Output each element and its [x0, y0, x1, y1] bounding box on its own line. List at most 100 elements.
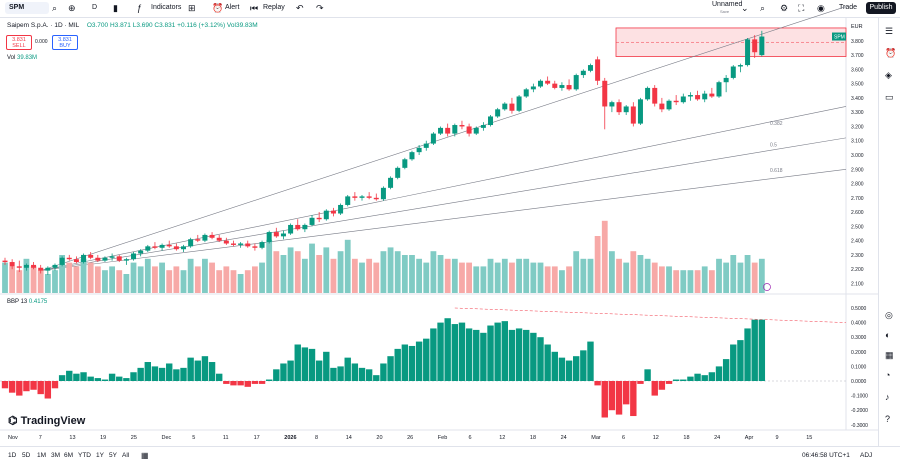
sell-button[interactable]: 3.831 SELL: [6, 35, 32, 50]
oscillator-bar: [708, 372, 716, 381]
date-range-icon[interactable]: ▦: [141, 451, 149, 460]
candle: [502, 103, 508, 110]
watchlist-icon[interactable]: ☰: [885, 26, 894, 36]
replay-button[interactable]: Replay: [263, 4, 285, 11]
candle: [102, 257, 108, 261]
volume-legend[interactable]: Vol 39.83M: [7, 55, 37, 61]
candle: [666, 100, 672, 110]
last-price-marker: [832, 32, 846, 41]
chat-icon[interactable]: ▭: [885, 92, 894, 102]
adjust-button[interactable]: ADJ: [860, 452, 873, 459]
trade-button[interactable]: Trade: [839, 4, 858, 11]
publish-button[interactable]: Publish: [866, 2, 896, 14]
volume-bar: [459, 262, 465, 293]
time-tick-label: 11: [223, 435, 229, 441]
volume-bar: [209, 262, 215, 293]
alerts-icon[interactable]: ⏰: [885, 48, 897, 58]
oscillator-bar: [423, 338, 430, 381]
oscillator-bar: [223, 381, 230, 384]
oscillator-bar: [451, 324, 459, 381]
candle: [495, 109, 501, 117]
range-1m[interactable]: 1M: [37, 452, 47, 459]
oscillator-bar: [251, 381, 259, 384]
target-icon[interactable]: ◎: [885, 310, 893, 320]
oscillator-legend[interactable]: BBP 13 0.4175: [7, 299, 47, 305]
price-tick-label: 3.700: [851, 53, 864, 59]
time-tick-label: 17: [254, 435, 260, 441]
oscillator-bar: [101, 379, 109, 381]
range-3m[interactable]: 3M: [51, 452, 61, 459]
ideas-icon[interactable]: ◐: [885, 330, 891, 340]
range-ytd[interactable]: YTD: [78, 452, 91, 459]
range-1y[interactable]: 1Y: [96, 452, 104, 459]
alert-button[interactable]: Alert: [225, 4, 240, 11]
symbol-search[interactable]: SPM: [5, 2, 49, 14]
volume-bar: [94, 266, 101, 293]
symbol-title[interactable]: Saipem S.p.A. · 1D · MIL: [7, 22, 80, 29]
oscillator-tick-label: 0.1000: [851, 364, 867, 370]
fullscreen-icon[interactable]: ⛶: [798, 3, 805, 13]
candle: [302, 224, 308, 230]
time-tick-label: 2026: [284, 435, 296, 441]
candle: [238, 243, 244, 245]
oscillator-bar: [180, 367, 187, 381]
add-symbol-icon[interactable]: ⊕: [68, 3, 76, 13]
undo-icon[interactable]: ↶: [296, 3, 304, 13]
time-tick-label: 6: [622, 435, 625, 441]
range-all[interactable]: All: [122, 452, 130, 459]
oscillator-bar: [116, 376, 123, 381]
oscillator-bar: [80, 372, 87, 381]
range-1d[interactable]: 1D: [8, 452, 17, 459]
layout-name[interactable]: Unnamed: [712, 1, 743, 8]
candle: [573, 75, 579, 90]
broadcast-icon[interactable]: ◔: [885, 370, 891, 380]
volume-bar: [687, 270, 694, 293]
range-5y[interactable]: 5Y: [109, 452, 117, 459]
clock-time[interactable]: 06:46:58 UTC+1: [802, 452, 850, 459]
calendar-icon[interactable]: ▦: [885, 350, 894, 360]
layout-grid-icon[interactable]: ⊞: [188, 3, 196, 13]
camera-icon[interactable]: ◉: [817, 3, 825, 13]
notifications-icon[interactable]: ♪: [885, 392, 890, 402]
range-5d[interactable]: 5D: [22, 452, 31, 459]
candle: [223, 240, 229, 244]
interval-button[interactable]: D: [92, 4, 98, 11]
fib-label: 0.5: [770, 142, 777, 148]
help-icon[interactable]: ?: [885, 414, 891, 424]
chevron-down-icon[interactable]: ⌄: [741, 3, 749, 13]
oscillator-bar: [380, 363, 387, 381]
volume-bar: [623, 262, 630, 293]
volume-bar: [16, 270, 23, 293]
settings-icon[interactable]: ⚙: [780, 3, 789, 13]
candle: [280, 233, 286, 237]
ohlc-values: O3.700 H3.871 L3.690 C3.831 +0.116 (+3.1…: [86, 22, 258, 29]
last-price-tag: SPM: [834, 35, 845, 41]
volume-bar: [723, 262, 730, 293]
chart-type-icon[interactable]: ▮: [113, 3, 118, 13]
oscillator-bar: [544, 344, 551, 381]
search-icon[interactable]: ⌕: [52, 3, 58, 13]
volume-bar: [301, 258, 308, 293]
price-tick-label: 3.300: [851, 110, 864, 116]
oscillator-bar: [480, 332, 487, 381]
candle: [2, 260, 8, 263]
buy-label: BUY: [59, 43, 71, 49]
candle: [266, 232, 272, 243]
candle: [131, 253, 137, 260]
indicators-button[interactable]: Indicators: [151, 4, 182, 11]
price-tick-label: 2.600: [851, 210, 864, 216]
oscillator-bar: [615, 381, 623, 415]
candle: [273, 232, 279, 237]
time-tick-label: 18: [530, 435, 536, 441]
buy-button[interactable]: 3.831 BUY: [52, 35, 78, 50]
volume-bar: [80, 258, 87, 293]
redo-icon[interactable]: ↷: [316, 3, 324, 13]
range-6m[interactable]: 6M: [64, 452, 74, 459]
candle: [445, 127, 451, 134]
tradingview-logo[interactable]: ⌬ TradingView: [8, 414, 85, 427]
quick-search-icon[interactable]: ⌕: [760, 3, 766, 13]
oscillator-bar: [501, 321, 508, 381]
oscillator-bar: [187, 357, 194, 381]
layers-icon[interactable]: ◈: [885, 70, 892, 80]
